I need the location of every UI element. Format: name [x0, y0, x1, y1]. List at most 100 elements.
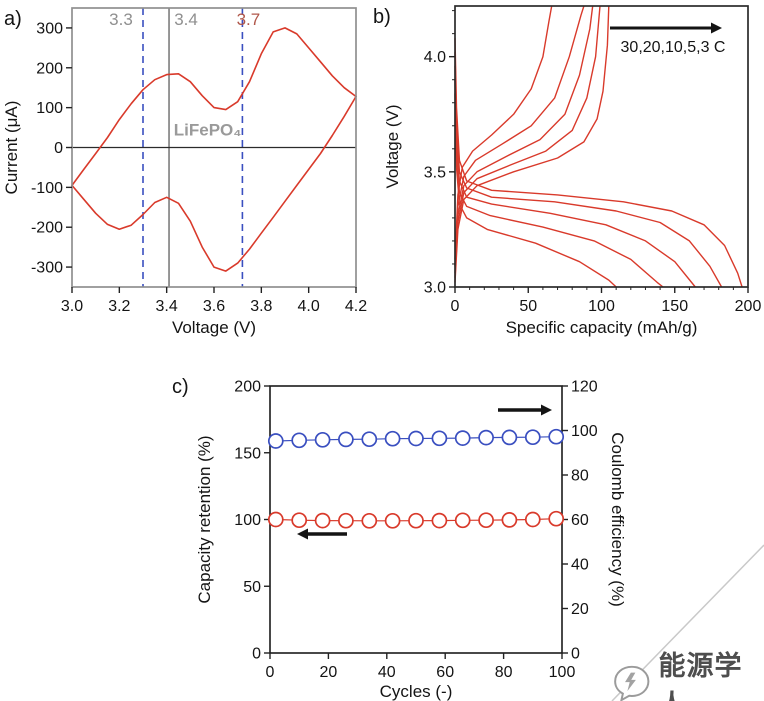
- coulomb-efficiency-marker: [501, 429, 518, 446]
- b-y-tick-label: 3.5: [424, 164, 446, 181]
- c-right-tick-label: 120: [571, 379, 598, 396]
- c-right-tick-label: 0: [571, 646, 580, 663]
- c-left-tick-label: 150: [234, 445, 261, 462]
- a-y-tick-label: -300: [31, 260, 63, 277]
- cv-curve-cathodic: [71, 95, 357, 272]
- speech-bubble-icon: [614, 665, 650, 701]
- reference-label-3.7: 3.7: [237, 10, 261, 29]
- a-y-tick-label: 0: [54, 140, 63, 157]
- c-x-tick-label: 20: [320, 664, 338, 681]
- discharge-20C: [454, 79, 664, 288]
- charge-10C: [454, 5, 594, 274]
- capacity-retention-marker: [454, 512, 471, 529]
- c-x-tick-label: 80: [495, 664, 513, 681]
- capacity-retention-marker: [408, 512, 424, 529]
- c-left-tick-label: 200: [234, 379, 261, 396]
- charge-20C: [454, 5, 585, 267]
- c-right-tick-label: 60: [571, 512, 589, 529]
- capacity-retention-marker: [338, 512, 354, 529]
- coulomb-efficiency-marker: [361, 431, 378, 448]
- coulomb-efficiency-marker: [431, 430, 448, 447]
- c-x-tick-label: 60: [436, 664, 454, 681]
- c-right-tick-label: 100: [571, 423, 598, 440]
- a-x-tick-label: 3.2: [108, 298, 130, 315]
- a-x-tick-label: 3.0: [61, 298, 83, 315]
- a-x-tick-label: 3.4: [156, 298, 178, 315]
- capacity-retention-marker: [524, 511, 541, 528]
- b-y-tick-label: 3.0: [424, 280, 446, 297]
- coulomb-efficiency-marker: [314, 431, 331, 448]
- b-y-axis-label: Voltage (V): [383, 104, 402, 188]
- a-y-tick-label: 300: [36, 20, 63, 37]
- capacity-retention-marker: [548, 510, 565, 527]
- cv-curve-anodic: [71, 27, 357, 187]
- panel-b-label: b): [373, 6, 391, 28]
- capacity-retention-marker: [384, 512, 401, 529]
- c-x-tick-label: 40: [378, 664, 396, 681]
- a-x-axis-label: Voltage (V): [172, 318, 256, 337]
- capacity-retention-marker: [267, 511, 284, 528]
- capacity-retention-marker: [361, 512, 378, 529]
- reference-label-3.4: 3.4: [174, 10, 198, 29]
- cv-chart: 3.3 3.4 3.7 3.0 3.2 3.4 3.6 3.8 4.0 4.2 -300 -200 -1…: [2, 7, 367, 337]
- a-y-tick-label: 200: [36, 60, 63, 77]
- capacity-retention-marker: [478, 512, 494, 529]
- a-x-tick-label: 4.2: [345, 298, 367, 315]
- coulomb-efficiency-marker: [478, 429, 494, 446]
- rate-arrow-head: [711, 22, 722, 34]
- watermark-text: 能源学人: [658, 651, 743, 701]
- b-y-tick-label: 4.0: [424, 49, 446, 66]
- c-x-axis-label: Cycles (-): [380, 682, 453, 701]
- watermark: 能源学人: [612, 644, 764, 701]
- coulomb-efficiency-marker: [384, 430, 401, 447]
- a-x-tick-label: 3.6: [203, 298, 225, 315]
- left-axis-arrow-head: [297, 528, 308, 540]
- a-y-axis-label: Current (μA): [2, 101, 21, 195]
- discharge-5C: [454, 52, 723, 288]
- b-x-tick-label: 0: [451, 298, 460, 315]
- reference-label-3.3: 3.3: [109, 10, 133, 29]
- discharge-10C: [454, 65, 696, 288]
- right-axis-arrow-head: [541, 404, 552, 416]
- c-right-tick-label: 20: [571, 601, 589, 618]
- cycling-chart: 0 20 40 60 80 100050100150200020406080100120C…: [195, 379, 627, 701]
- c-x-tick-label: 100: [549, 664, 576, 681]
- capacity-retention-marker: [291, 512, 308, 529]
- right-y-axis-label: Coulomb efficiency (%): [608, 432, 627, 606]
- b-x-tick-label: 150: [661, 298, 688, 315]
- coulomb-efficiency-marker: [338, 431, 354, 448]
- capacity-retention-marker: [431, 512, 448, 529]
- capacity-retention-marker: [314, 512, 331, 529]
- c-x-tick-label: 0: [266, 664, 275, 681]
- coulomb-efficiency-marker: [408, 430, 424, 447]
- rate-capability-chart: 0 50 100 150 200 3.0 3.5 4.0 Specific capacity (…: [383, 5, 762, 337]
- b-x-tick-label: 100: [588, 298, 615, 315]
- material-label: LiFePO₄: [174, 121, 242, 140]
- b-x-tick-label: 50: [519, 298, 537, 315]
- charge-30C: [454, 5, 553, 260]
- a-x-tick-label: 3.8: [250, 298, 272, 315]
- flash-glyph: [625, 672, 636, 692]
- coulomb-efficiency-marker: [291, 432, 308, 449]
- a-y-tick-label: 100: [36, 100, 63, 117]
- capacity-retention-marker: [501, 512, 518, 528]
- b-x-axis-label: Specific capacity (mAh/g): [506, 318, 698, 337]
- b-x-tick-label: 200: [735, 298, 762, 315]
- a-y-tick-label: -200: [31, 220, 63, 237]
- discharge-30C: [454, 93, 617, 288]
- panel-a-label: a): [4, 8, 22, 30]
- discharge-3C: [454, 38, 743, 288]
- c-right-tick-label: 40: [571, 557, 589, 574]
- c-right-tick-label: 80: [571, 468, 589, 485]
- coulomb-efficiency-marker: [524, 429, 541, 446]
- c-left-tick-label: 100: [234, 512, 261, 529]
- a-y-tick-label: -100: [31, 180, 63, 197]
- coulomb-efficiency-marker: [548, 428, 565, 445]
- rate-annotation: 30,20,10,5,3 C: [621, 39, 726, 56]
- c-left-tick-label: 50: [243, 579, 261, 596]
- c-left-tick-label: 0: [252, 646, 261, 663]
- coulomb-efficiency-marker: [267, 433, 284, 449]
- left-y-axis-label: Capacity retention (%): [195, 435, 214, 603]
- panel-c-label: c): [172, 376, 189, 398]
